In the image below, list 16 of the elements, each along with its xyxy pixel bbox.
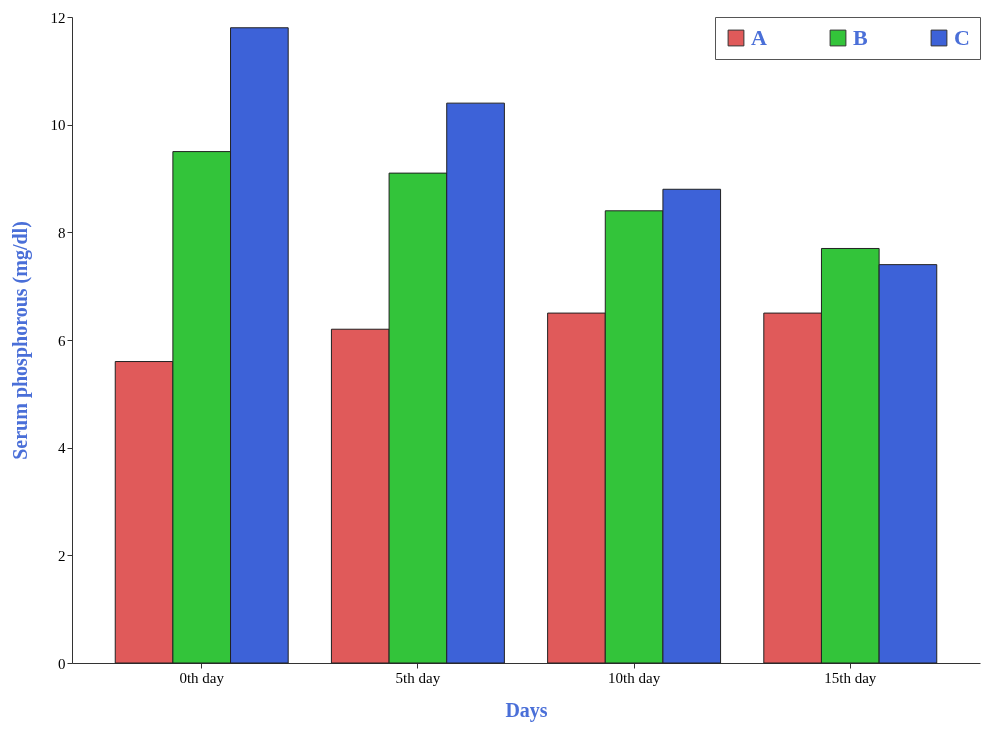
- y-axis-title: Serum phosphorous (mg/dl): [8, 221, 32, 460]
- x-axis-title: Days: [505, 698, 548, 722]
- y-tick-label: 4: [58, 440, 66, 457]
- y-tick-label: 10: [50, 117, 66, 134]
- y-tick-label: 8: [58, 224, 66, 241]
- x-tick-label: 15th day: [824, 669, 877, 686]
- x-tick-label: 5th day: [395, 669, 441, 686]
- legend-label: B: [853, 25, 868, 50]
- x-tick-label: 0th day: [179, 669, 225, 686]
- y-tick-label: 12: [50, 9, 66, 26]
- legend-label: A: [751, 25, 767, 50]
- y-tick-label: 0: [58, 655, 66, 672]
- legend-label: C: [954, 25, 970, 50]
- y-tick-label: 2: [58, 547, 66, 564]
- x-tick-label: 10th day: [608, 669, 661, 686]
- y-tick-label: 6: [58, 332, 66, 349]
